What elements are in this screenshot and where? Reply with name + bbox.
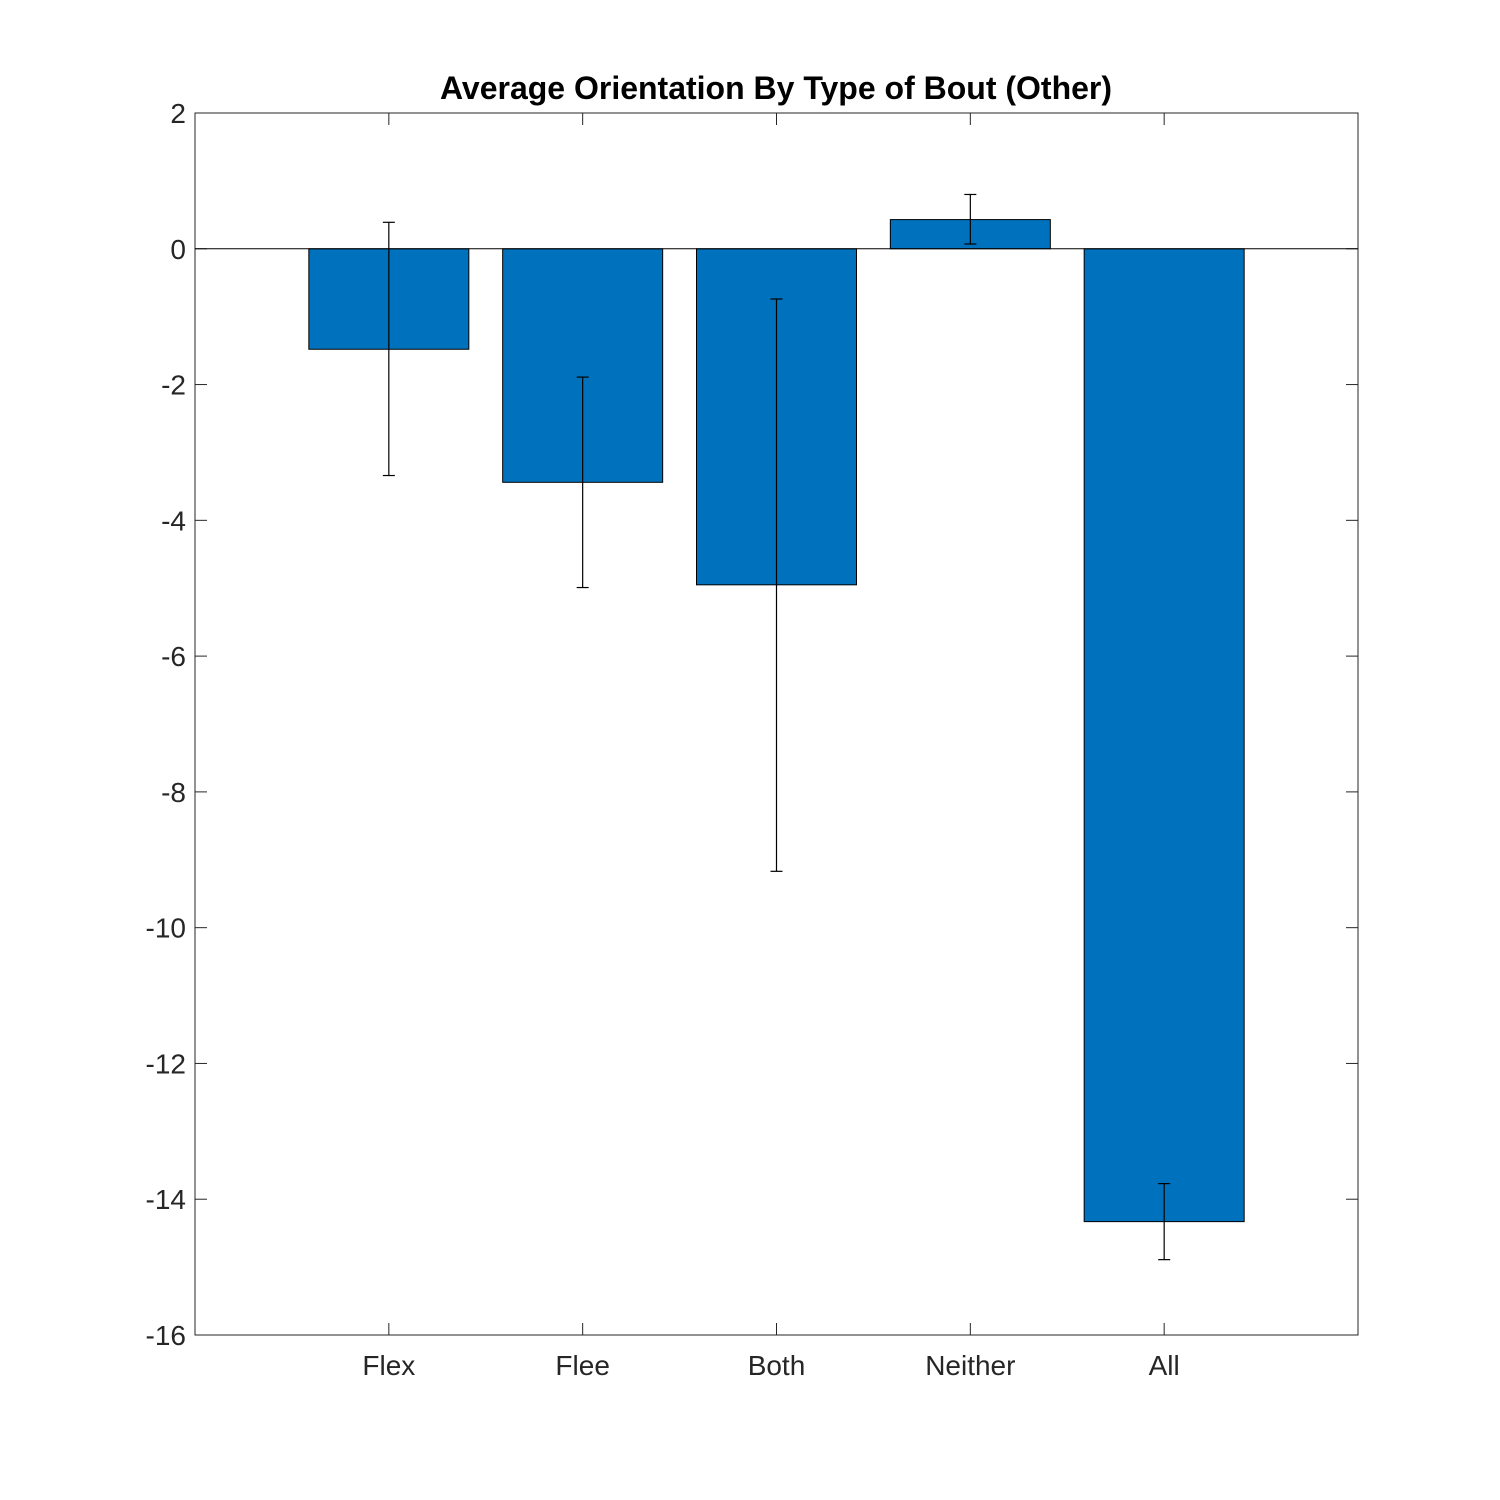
y-tick-label: -10 bbox=[146, 913, 186, 944]
y-tick-label: 2 bbox=[170, 98, 186, 129]
y-tick-label: 0 bbox=[170, 234, 186, 265]
y-tick-label: -12 bbox=[146, 1048, 186, 1079]
y-tick-label: -4 bbox=[161, 505, 186, 536]
y-tick-label: -8 bbox=[161, 777, 186, 808]
x-tick-label: Flex bbox=[362, 1350, 415, 1381]
y-tick-label: -16 bbox=[146, 1320, 186, 1351]
plot-area: 2 0 -2 -4 -6 -8 -10 -12 -14 -16 Flex Flee Both Neithe… bbox=[146, 98, 1359, 1381]
x-tick-label: Flee bbox=[555, 1350, 609, 1381]
y-tick-label: -14 bbox=[146, 1184, 186, 1215]
x-tick-label: Both bbox=[748, 1350, 806, 1381]
x-tick-label: Neither bbox=[925, 1350, 1015, 1381]
y-tick-label: -2 bbox=[161, 370, 186, 401]
y-tick-label: -6 bbox=[161, 641, 186, 672]
chart-title: Average Orientation By Type of Bout (Oth… bbox=[440, 70, 1112, 106]
bar bbox=[1083, 248, 1245, 1223]
x-tick-label: All bbox=[1149, 1350, 1180, 1381]
